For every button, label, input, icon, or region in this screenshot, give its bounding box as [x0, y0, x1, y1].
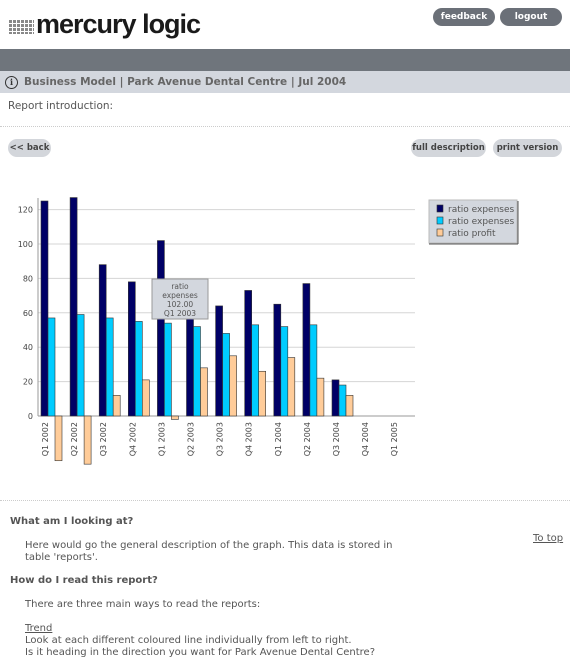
bar — [193, 326, 201, 417]
y-tick-label: 40 — [23, 343, 33, 352]
bar — [164, 322, 172, 417]
bar — [47, 317, 56, 417]
header-band — [0, 49, 570, 71]
logout-button[interactable]: logout — [500, 8, 562, 26]
bar — [40, 200, 49, 417]
section-heading: What am I looking at? — [10, 516, 134, 527]
back-button[interactable]: << back — [8, 139, 51, 157]
bar — [83, 415, 92, 465]
y-tick-label: 100 — [18, 240, 33, 249]
bar — [69, 197, 78, 417]
legend-label: ratio expenses — [448, 205, 514, 215]
tooltip — [151, 278, 209, 320]
print-version-button[interactable]: print version — [493, 139, 562, 157]
x-tick-label: Q3 2004 — [332, 422, 341, 456]
full-description-button[interactable]: full description — [411, 139, 486, 157]
trend-line: Is it heading in the direction you want … — [25, 647, 375, 658]
bar — [287, 357, 296, 417]
x-tick-label: Q3 2002 — [99, 422, 108, 456]
report-intro-label: Report introduction: — [8, 100, 114, 112]
logo-grid-icon — [8, 20, 34, 34]
logo: mercury logic — [8, 8, 201, 40]
x-tick-label: Q2 2003 — [187, 422, 196, 456]
ways-text: There are three main ways to read the re… — [25, 599, 261, 610]
x-tick-label: Q4 2003 — [245, 422, 254, 456]
section-heading: How do I read this report? — [10, 575, 158, 586]
bar — [273, 303, 282, 417]
legend-label: ratio expenses — [448, 217, 514, 227]
bar — [258, 370, 267, 417]
x-tick-label: Q1 2002 — [41, 422, 50, 456]
bar — [338, 384, 347, 417]
bar — [200, 367, 208, 417]
bar — [302, 283, 311, 417]
x-tick-label: Q4 2004 — [361, 422, 370, 456]
trend-text: Look at each different coloured line ind… — [25, 635, 375, 659]
bar — [128, 281, 136, 417]
description-text: Here would go the general description of… — [25, 540, 393, 564]
legend — [428, 199, 518, 244]
bar — [331, 379, 340, 417]
x-tick-label: Q1 2005 — [390, 422, 399, 456]
page-title: Business Model | Park Avenue Dental Cent… — [24, 76, 347, 88]
y-tick-label: 20 — [23, 378, 33, 387]
bar — [244, 290, 252, 417]
to-top-link[interactable]: To top — [533, 533, 564, 544]
divider — [0, 126, 570, 127]
bar — [135, 321, 143, 417]
bar — [98, 264, 107, 417]
legend-swatch — [436, 228, 444, 237]
description-line: table 'reports'. — [25, 552, 98, 563]
x-tick-label: Q4 2002 — [128, 422, 137, 456]
tooltip-line: 102.00 — [167, 300, 193, 309]
x-tick-label: Q1 2004 — [274, 422, 283, 456]
y-tick-label: 80 — [23, 274, 33, 283]
bar — [229, 355, 237, 417]
feedback-button[interactable]: feedback — [433, 8, 495, 26]
tooltip-line: ratio — [171, 282, 189, 291]
info-icon: i — [5, 75, 18, 89]
divider — [0, 500, 570, 501]
bar — [345, 395, 354, 417]
bar — [76, 314, 85, 417]
bar — [112, 395, 121, 417]
bar — [280, 326, 289, 417]
x-tick-label: Q1 2003 — [157, 422, 166, 456]
y-tick-label: 0 — [28, 412, 33, 421]
brand-name: mercury logic — [36, 8, 201, 39]
tooltip-line: Q1 2003 — [164, 309, 196, 318]
x-tick-label: Q3 2003 — [216, 422, 225, 456]
x-tick-label: Q2 2002 — [70, 422, 79, 456]
y-tick-label: 60 — [23, 309, 33, 318]
legend-swatch — [436, 216, 444, 225]
trend-link[interactable]: Trend — [25, 623, 53, 634]
trend-line: Look at each different coloured line ind… — [25, 635, 352, 646]
bar — [309, 324, 318, 417]
bar — [215, 305, 223, 417]
bar — [142, 379, 150, 417]
x-tick-label: Q2 2004 — [303, 422, 312, 456]
legend-swatch — [436, 204, 444, 213]
title-bar: i Business Model | Park Avenue Dental Ce… — [0, 71, 570, 93]
bar — [316, 377, 325, 417]
bar — [251, 324, 259, 417]
bar — [157, 240, 165, 417]
bar — [186, 305, 194, 417]
legend-label: ratio profit — [448, 229, 496, 239]
tooltip-line: expenses — [162, 291, 198, 300]
bar — [54, 415, 63, 462]
description-line: Here would go the general description of… — [25, 540, 393, 551]
y-tick-label: 120 — [18, 206, 33, 215]
bar — [222, 333, 230, 417]
bar — [105, 317, 114, 417]
bar-chart: 0 20 40 60 80 100 120 Q1 2002 Q2 2002 Q3 2002 Q4 … — [18, 197, 519, 465]
bar — [171, 415, 179, 420]
